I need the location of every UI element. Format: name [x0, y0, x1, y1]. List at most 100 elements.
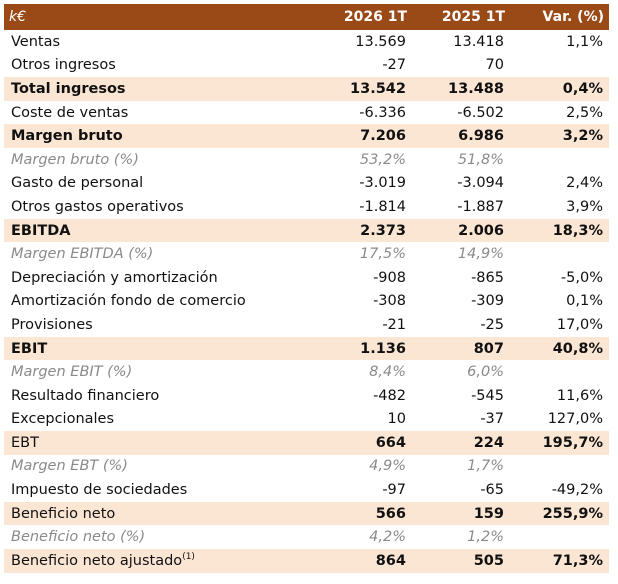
row-value-2025-text: -65: [480, 482, 504, 499]
table-row: EBITDA 2.373 2.006 18,3%: [4, 218, 609, 243]
table-row: Resultado financiero -482 -545 11,6%: [4, 384, 609, 408]
table-row: Excepcionales 10 -37 127,0%: [4, 408, 609, 432]
row-variation-text: 1,1%: [566, 33, 603, 50]
row-variation: 40,8%: [510, 337, 609, 361]
row-label: Provisiones: [4, 313, 314, 337]
footnote-marker: (1): [182, 552, 195, 563]
row-value-2025-text: 6.986: [458, 128, 504, 145]
row-value-2025-text: -25: [480, 316, 504, 333]
row-value-2026: 7.206: [314, 124, 412, 148]
table-row: Beneficio neto ajustado(1) 864 505 71,3%: [4, 549, 609, 573]
row-label: Margen bruto: [4, 124, 314, 148]
table-row: Margen EBITDA (%) 17,5% 14,9%: [4, 242, 609, 266]
table-row: Gasto de personal -3.019 -3.094 2,4%: [4, 172, 609, 196]
row-variation: 0,1%: [510, 290, 609, 314]
row-variation: -5,0%: [510, 266, 609, 290]
table-row: Provisiones -21 -25 17,0%: [4, 313, 609, 337]
row-value-2026-text: -308: [373, 293, 406, 310]
row-variation: 2,4%: [510, 172, 609, 196]
row-label-text: Gasto de personal: [11, 175, 144, 192]
row-value-2026: 17,5%: [314, 242, 412, 266]
table-row: Coste de ventas -6.336 -6.502 2,5%: [4, 101, 609, 125]
row-label-text: Beneficio neto ajustado: [11, 553, 183, 570]
row-value-2026-text: -908: [373, 269, 406, 286]
row-label-text: EBITDA: [11, 222, 71, 239]
row-variation-text: 40,8%: [552, 340, 603, 357]
row-value-2025-text: 807: [473, 340, 504, 357]
row-value-2025-text: 6,0%: [467, 364, 504, 381]
row-label: Resultado financiero: [4, 384, 314, 408]
row-label-text: Resultado financiero: [11, 387, 160, 404]
row-value-2025-text: -37: [480, 411, 504, 428]
row-variation: [510, 148, 609, 172]
row-value-2026: -27: [314, 54, 412, 78]
row-label: Otros ingresos: [4, 54, 314, 78]
row-value-2026: 8,4%: [314, 360, 412, 384]
row-value-2026-text: 10: [387, 411, 406, 428]
row-label-text: EBIT: [11, 340, 48, 357]
row-label-text: Total ingresos: [11, 80, 126, 97]
row-value-2025: 13.488: [412, 77, 510, 101]
row-value-2026: 566: [314, 502, 412, 526]
row-label: Margen bruto (%): [4, 148, 314, 172]
row-label: EBITDA: [4, 219, 314, 243]
row-value-2025: 51,8%: [412, 148, 510, 172]
row-value-2026: 664: [314, 431, 412, 455]
row-value-2026: 53,2%: [314, 148, 412, 172]
header-col-2026: 2026 1T: [343, 9, 407, 25]
row-value-2026: 1.136: [314, 337, 412, 361]
row-value-2026: -6.336: [314, 101, 412, 125]
row-value-2026-text: 17,5%: [359, 246, 406, 263]
row-value-2026-text: 13.569: [355, 33, 406, 50]
row-value-2026: -1.814: [314, 195, 412, 219]
row-variation: 17,0%: [510, 313, 609, 337]
row-label-text: Otros ingresos: [11, 57, 116, 74]
row-value-2025: -3.094: [412, 172, 510, 196]
row-value-2026: -908: [314, 266, 412, 290]
row-label: Margen EBIT (%): [4, 360, 314, 384]
row-label-text: Excepcionales: [11, 411, 115, 428]
row-label: Amortización fondo de comercio: [4, 290, 314, 314]
row-variation: [510, 360, 609, 384]
row-variation: 255,9%: [510, 502, 609, 526]
row-value-2026-text: 4,9%: [369, 458, 406, 475]
row-label: Coste de ventas: [4, 101, 314, 125]
row-value-2025: 14,9%: [412, 242, 510, 266]
table-row: Margen EBIT (%) 8,4% 6,0%: [4, 360, 609, 384]
row-variation: 3,2%: [510, 124, 609, 148]
row-variation: 18,3%: [510, 219, 609, 243]
table-row: Total ingresos 13.542 13.488 0,4%: [4, 77, 609, 101]
row-variation-text: 255,9%: [542, 505, 603, 522]
income-statement-table: k€ 2026 1T 2025 1T Var. (%) Ventas 13.569…: [4, 4, 609, 573]
table-row: Margen EBT (%) 4,9% 1,7%: [4, 455, 609, 479]
row-value-2026-text: 7.206: [360, 128, 406, 145]
row-label-text: Coste de ventas: [11, 104, 129, 121]
row-variation-text: 17,0%: [556, 316, 603, 333]
row-label: Excepcionales: [4, 408, 314, 432]
row-value-2025: -65: [412, 478, 510, 502]
row-value-2026: 4,2%: [314, 525, 412, 549]
row-value-2025: 505: [412, 549, 510, 573]
row-value-2025-text: 1,2%: [467, 529, 504, 546]
row-variation: [510, 54, 609, 78]
table-row: Otros gastos operativos -1.814 -1.887 3,9%: [4, 195, 609, 219]
row-label-text: Beneficio neto: [11, 505, 116, 522]
row-variation: 127,0%: [510, 408, 609, 432]
row-value-2026-text: -21: [382, 316, 406, 333]
row-value-2025-text: 159: [473, 505, 504, 522]
table-row: Margen bruto (%) 53,2% 51,8%: [4, 148, 609, 172]
table-body: Ventas 13.569 13.418 1,1% Otros ingresos -27 7…: [4, 30, 609, 573]
row-label-text: Beneficio neto (%): [11, 529, 146, 546]
row-label-text: EBT: [11, 434, 39, 451]
row-label-text: Margen EBIT (%): [11, 364, 133, 381]
row-value-2026-text: -482: [373, 387, 406, 404]
row-variation: [510, 242, 609, 266]
row-label: Margen EBITDA (%): [4, 242, 314, 266]
header-col-variation: Var. (%): [542, 9, 604, 25]
row-variation-text: 195,7%: [542, 434, 603, 451]
row-value-2025-text: 51,8%: [457, 151, 504, 168]
row-value-2025-text: 70: [485, 57, 504, 74]
row-value-2025: 13.418: [412, 30, 510, 54]
row-variation-text: 2,5%: [566, 104, 603, 121]
row-label: Gasto de personal: [4, 172, 314, 196]
